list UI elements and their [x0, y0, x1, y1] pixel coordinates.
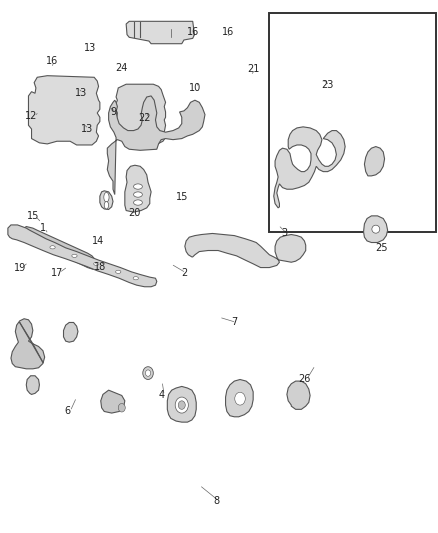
Text: 1: 1 [40, 223, 46, 233]
Polygon shape [364, 216, 388, 243]
Circle shape [145, 370, 151, 376]
Text: 22: 22 [138, 114, 151, 123]
Polygon shape [24, 227, 94, 262]
Polygon shape [11, 319, 45, 369]
Text: 13: 13 [75, 88, 87, 98]
Text: 26: 26 [298, 375, 311, 384]
Circle shape [143, 367, 153, 379]
Text: 4: 4 [159, 391, 165, 400]
Text: 6: 6 [65, 407, 71, 416]
Text: 13: 13 [81, 124, 93, 134]
Polygon shape [8, 225, 157, 287]
Text: 3: 3 [282, 229, 288, 238]
Text: 9: 9 [111, 107, 117, 117]
Polygon shape [64, 322, 78, 342]
Ellipse shape [372, 225, 380, 233]
Ellipse shape [72, 254, 77, 257]
Bar [269, 13, 436, 232]
Polygon shape [100, 191, 113, 209]
Polygon shape [287, 381, 310, 409]
Ellipse shape [134, 184, 142, 189]
Text: 16: 16 [222, 27, 234, 37]
Polygon shape [26, 376, 39, 394]
Ellipse shape [134, 192, 142, 197]
Text: 21: 21 [247, 64, 259, 74]
Text: 12: 12 [25, 111, 38, 121]
Polygon shape [28, 76, 100, 145]
Text: 18: 18 [94, 262, 106, 271]
Polygon shape [101, 390, 125, 413]
Ellipse shape [133, 277, 138, 280]
Ellipse shape [104, 192, 109, 202]
Text: 16: 16 [46, 56, 58, 66]
Polygon shape [125, 165, 151, 212]
Circle shape [178, 401, 185, 409]
Polygon shape [226, 379, 253, 417]
Polygon shape [274, 127, 345, 208]
Text: 16: 16 [187, 27, 199, 37]
Polygon shape [364, 147, 385, 176]
Polygon shape [27, 232, 95, 269]
Polygon shape [167, 386, 196, 422]
Text: 24: 24 [116, 63, 128, 73]
Ellipse shape [50, 246, 55, 249]
Ellipse shape [116, 270, 121, 273]
Circle shape [235, 392, 245, 405]
Polygon shape [115, 84, 166, 145]
Polygon shape [126, 21, 194, 44]
Text: 17: 17 [51, 268, 63, 278]
Text: 20: 20 [129, 208, 141, 218]
Circle shape [175, 397, 188, 413]
Text: 19: 19 [14, 263, 26, 272]
Text: 2: 2 [181, 268, 187, 278]
Text: 15: 15 [176, 192, 188, 202]
Text: 25: 25 [375, 243, 387, 253]
Text: 7: 7 [231, 318, 237, 327]
Polygon shape [185, 233, 306, 268]
Circle shape [118, 403, 125, 412]
Text: 23: 23 [321, 80, 334, 90]
Text: 8: 8 [214, 496, 220, 506]
Ellipse shape [134, 200, 142, 205]
Text: 15: 15 [27, 211, 39, 221]
Polygon shape [107, 96, 205, 195]
Text: 13: 13 [84, 43, 96, 53]
Ellipse shape [94, 262, 99, 265]
Text: 10: 10 [189, 83, 201, 93]
Text: 14: 14 [92, 236, 105, 246]
Ellipse shape [104, 201, 109, 209]
